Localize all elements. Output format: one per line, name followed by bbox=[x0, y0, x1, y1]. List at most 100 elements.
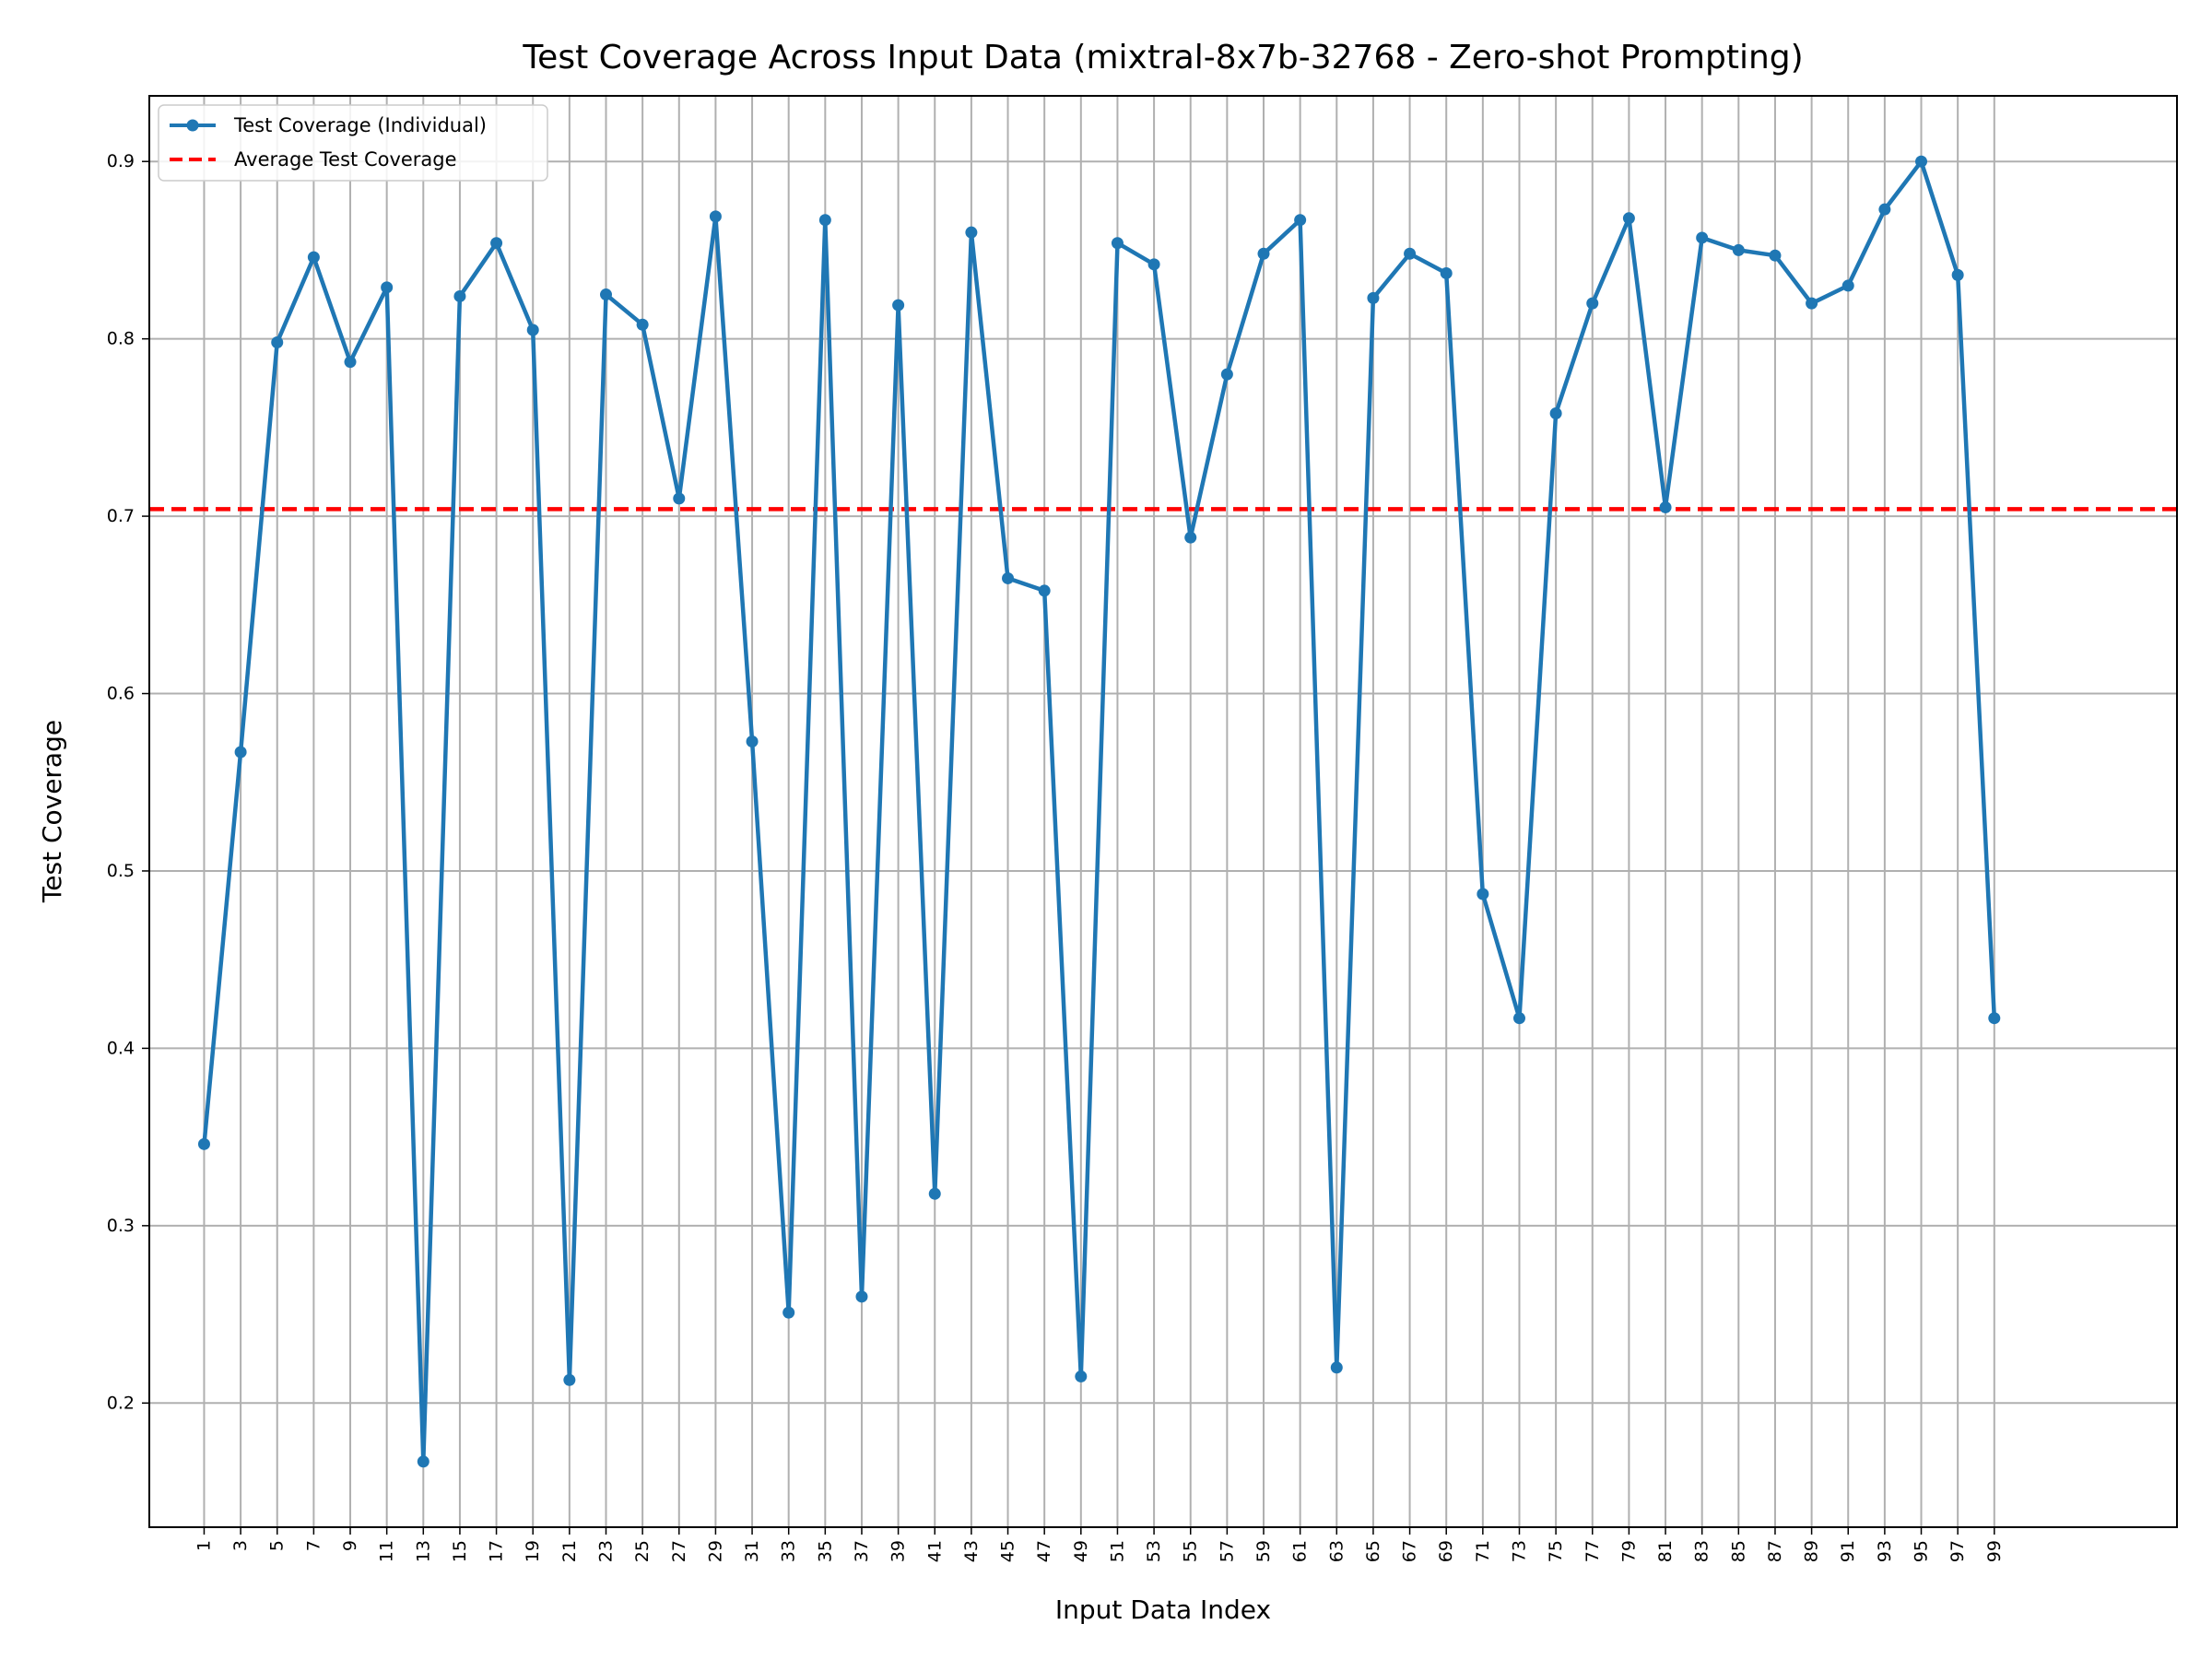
data-point bbox=[1988, 1012, 2001, 1025]
data-point bbox=[1732, 243, 1745, 256]
data-point bbox=[1586, 297, 1599, 310]
y-tick-label: 0.3 bbox=[107, 1216, 135, 1236]
data-point bbox=[709, 210, 722, 223]
data-point bbox=[307, 251, 320, 264]
data-point bbox=[1477, 888, 1489, 900]
x-tick-label: 73 bbox=[1509, 1540, 1529, 1562]
y-tick-label: 0.9 bbox=[107, 151, 135, 171]
data-point bbox=[234, 746, 247, 759]
data-point bbox=[1696, 231, 1709, 244]
y-tick-label: 0.4 bbox=[107, 1038, 135, 1058]
data-point bbox=[1512, 1012, 1525, 1025]
data-point bbox=[417, 1455, 429, 1468]
x-tick-label: 69 bbox=[1436, 1540, 1456, 1562]
data-point bbox=[526, 324, 539, 336]
series-layer bbox=[197, 155, 2001, 1468]
x-tick-label: 7 bbox=[303, 1540, 324, 1551]
x-tick-label: 61 bbox=[1290, 1540, 1311, 1562]
x-tick-label: 87 bbox=[1765, 1540, 1785, 1562]
data-point bbox=[1915, 155, 1928, 168]
x-tick-label: 95 bbox=[1912, 1540, 1932, 1562]
x-tick-label: 15 bbox=[450, 1540, 470, 1562]
x-tick-label: 59 bbox=[1253, 1540, 1274, 1562]
data-point bbox=[599, 288, 612, 301]
x-tick-label: 89 bbox=[1802, 1540, 1822, 1562]
x-tick-label: 13 bbox=[413, 1540, 433, 1562]
data-point bbox=[1806, 297, 1818, 310]
x-tick-label: 83 bbox=[1692, 1540, 1712, 1562]
data-point bbox=[965, 226, 978, 239]
data-point bbox=[746, 735, 759, 747]
x-tick-label: 47 bbox=[1034, 1540, 1054, 1562]
x-tick-label: 3 bbox=[230, 1540, 251, 1551]
data-point bbox=[1257, 247, 1270, 260]
data-point bbox=[1951, 268, 1964, 281]
x-tick-label: 79 bbox=[1618, 1540, 1639, 1562]
data-point bbox=[344, 356, 357, 369]
x-tick-label: 5 bbox=[267, 1540, 288, 1551]
x-tick-label: 49 bbox=[1071, 1540, 1091, 1562]
x-tick-label: 51 bbox=[1107, 1540, 1127, 1562]
x-tick-label: 81 bbox=[1655, 1540, 1676, 1562]
x-axis-ticks: 1 3 5 7 9 11 13 15 17 19 21 23 25 27 29 31 33 35 37 39 41 43 4… bbox=[194, 1527, 2005, 1562]
legend-label-individual: Test Coverage (Individual) bbox=[233, 114, 487, 136]
data-point bbox=[1220, 368, 1233, 381]
data-point bbox=[1440, 266, 1453, 279]
x-tick-label: 67 bbox=[1400, 1540, 1420, 1562]
data-point bbox=[1038, 584, 1051, 597]
x-tick-label: 23 bbox=[595, 1540, 616, 1562]
x-tick-label: 17 bbox=[487, 1540, 507, 1562]
x-tick-label: 75 bbox=[1546, 1540, 1566, 1562]
y-tick-label: 0.5 bbox=[107, 861, 135, 881]
legend-label-average: Average Test Coverage bbox=[234, 148, 457, 171]
x-tick-label: 71 bbox=[1473, 1540, 1493, 1562]
y-axis-ticks: 0.2 0.3 0.4 0.5 0.6 0.7 0.8 0.9 bbox=[107, 151, 149, 1413]
x-tick-label: 21 bbox=[559, 1540, 580, 1562]
data-point bbox=[1622, 212, 1635, 225]
x-axis-label: Input Data Index bbox=[1055, 1594, 1271, 1625]
x-tick-label: 31 bbox=[742, 1540, 762, 1562]
x-tick-label: 29 bbox=[705, 1540, 725, 1562]
data-point bbox=[1769, 249, 1782, 262]
y-tick-label: 0.8 bbox=[107, 329, 135, 349]
x-tick-label: 43 bbox=[961, 1540, 982, 1562]
data-point bbox=[855, 1290, 868, 1303]
data-point bbox=[381, 281, 394, 294]
x-tick-label: 37 bbox=[852, 1540, 872, 1562]
y-axis-label: Test Coverage bbox=[37, 720, 67, 903]
data-point bbox=[1330, 1361, 1343, 1374]
x-tick-label: 77 bbox=[1583, 1540, 1603, 1562]
data-point bbox=[1294, 214, 1307, 227]
data-point bbox=[1367, 291, 1380, 304]
chart-title: Test Coverage Across Input Data (mixtral… bbox=[522, 39, 1803, 76]
data-point bbox=[673, 492, 686, 505]
x-tick-label: 65 bbox=[1363, 1540, 1383, 1562]
x-tick-label: 53 bbox=[1144, 1540, 1164, 1562]
x-tick-label: 55 bbox=[1181, 1540, 1201, 1562]
x-tick-label: 27 bbox=[669, 1540, 689, 1562]
data-point bbox=[1878, 203, 1891, 216]
y-tick-label: 0.2 bbox=[107, 1393, 135, 1413]
data-point bbox=[1111, 237, 1124, 250]
data-point bbox=[197, 1137, 210, 1150]
x-tick-label: 91 bbox=[1838, 1540, 1858, 1562]
legend-marker-individual bbox=[186, 119, 199, 132]
x-tick-label: 85 bbox=[1728, 1540, 1748, 1562]
x-tick-label: 11 bbox=[377, 1540, 397, 1562]
data-point bbox=[928, 1187, 941, 1200]
data-point bbox=[636, 318, 649, 331]
data-point bbox=[490, 237, 503, 250]
x-tick-label: 33 bbox=[779, 1540, 799, 1562]
x-tick-label: 97 bbox=[1947, 1540, 1968, 1562]
legend-box bbox=[158, 104, 548, 182]
data-point bbox=[818, 214, 831, 227]
x-tick-label: 19 bbox=[523, 1540, 543, 1562]
x-tick-label: 39 bbox=[888, 1540, 909, 1562]
data-point bbox=[1184, 531, 1197, 544]
x-tick-label: 57 bbox=[1217, 1540, 1237, 1562]
data-point bbox=[1549, 406, 1562, 419]
y-tick-label: 0.6 bbox=[107, 684, 135, 704]
plot-frame bbox=[148, 95, 2178, 1528]
